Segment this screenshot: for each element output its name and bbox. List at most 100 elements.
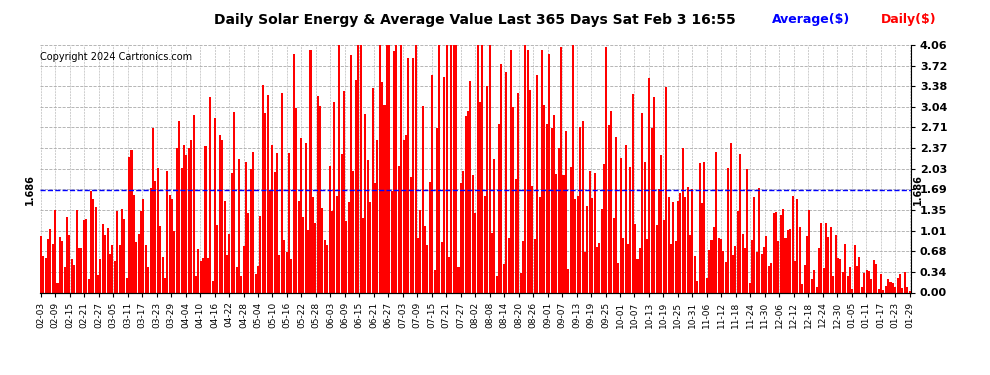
Bar — [584, 252, 586, 292]
Bar — [195, 276, 197, 292]
Bar — [87, 279, 89, 292]
Bar — [104, 235, 106, 292]
Bar — [525, 45, 527, 292]
Text: 1.686: 1.686 — [913, 174, 923, 205]
Bar — [581, 121, 584, 292]
Bar — [658, 189, 660, 292]
Bar — [324, 240, 326, 292]
Bar — [529, 90, 531, 292]
Bar — [47, 239, 49, 292]
Bar — [393, 51, 395, 292]
Bar — [806, 236, 808, 292]
Bar — [882, 290, 884, 292]
Bar — [354, 80, 356, 292]
Bar — [183, 145, 185, 292]
Bar — [672, 202, 674, 292]
Bar — [534, 239, 536, 292]
Bar — [632, 94, 634, 292]
Bar — [782, 209, 784, 292]
Bar — [188, 148, 190, 292]
Bar — [760, 254, 762, 292]
Bar — [875, 264, 877, 292]
Bar — [352, 171, 354, 292]
Bar — [116, 211, 118, 292]
Bar — [207, 258, 209, 292]
Bar — [550, 128, 552, 292]
Bar — [772, 213, 774, 292]
Bar — [329, 166, 331, 292]
Bar — [496, 276, 498, 292]
Text: Average($): Average($) — [772, 13, 850, 26]
Bar — [407, 58, 410, 292]
Bar — [853, 245, 855, 292]
Bar — [305, 142, 307, 292]
Bar — [136, 242, 138, 292]
Bar — [732, 255, 734, 292]
Bar — [369, 202, 371, 292]
Text: Copyright 2024 Cartronics.com: Copyright 2024 Cartronics.com — [41, 53, 193, 62]
Bar — [246, 162, 248, 292]
Bar — [151, 128, 154, 292]
Bar — [856, 266, 858, 292]
Bar — [887, 279, 889, 292]
Bar — [212, 281, 214, 292]
Bar — [603, 164, 605, 292]
Text: Daily Solar Energy & Average Value Last 365 Days Sat Feb 3 16:55: Daily Solar Energy & Average Value Last … — [214, 13, 737, 27]
Bar — [109, 254, 111, 292]
Bar — [598, 243, 600, 292]
Bar — [723, 251, 725, 292]
Bar — [224, 201, 226, 292]
Bar — [481, 45, 483, 292]
Bar — [844, 244, 846, 292]
Bar — [383, 105, 385, 292]
Bar — [339, 45, 341, 292]
Bar — [627, 244, 629, 292]
Bar — [870, 279, 872, 292]
Bar — [906, 287, 908, 292]
Bar — [620, 158, 622, 292]
Bar — [606, 47, 608, 292]
Bar — [789, 229, 791, 292]
Bar — [164, 278, 166, 292]
Bar — [527, 50, 529, 292]
Bar — [205, 146, 207, 292]
Bar — [154, 181, 156, 292]
Bar — [472, 175, 474, 292]
Text: Daily($): Daily($) — [881, 13, 937, 26]
Bar — [171, 199, 173, 292]
Bar — [99, 259, 102, 292]
Bar — [73, 265, 75, 292]
Bar — [254, 274, 256, 292]
Bar — [513, 107, 515, 292]
Bar — [75, 210, 77, 292]
Bar — [755, 252, 758, 292]
Bar — [238, 159, 240, 292]
Bar — [539, 197, 541, 292]
Bar — [708, 251, 710, 292]
Bar — [51, 244, 53, 292]
Bar — [877, 289, 879, 292]
Bar — [851, 288, 853, 292]
Bar — [811, 279, 813, 292]
Bar — [848, 267, 851, 292]
Bar — [68, 235, 70, 292]
Bar — [441, 242, 443, 292]
Bar — [436, 128, 438, 292]
Bar — [364, 114, 366, 292]
Bar — [54, 210, 56, 292]
Bar — [143, 199, 145, 292]
Bar — [899, 274, 901, 292]
Bar — [574, 200, 576, 292]
Bar — [650, 128, 652, 292]
Bar — [432, 75, 434, 292]
Bar — [696, 281, 698, 292]
Bar — [446, 45, 447, 292]
Bar — [460, 183, 462, 292]
Bar — [288, 153, 290, 292]
Bar — [58, 237, 61, 292]
Bar — [434, 270, 436, 292]
Bar — [229, 234, 231, 292]
Bar — [591, 198, 593, 292]
Bar — [405, 135, 407, 292]
Bar — [281, 93, 283, 292]
